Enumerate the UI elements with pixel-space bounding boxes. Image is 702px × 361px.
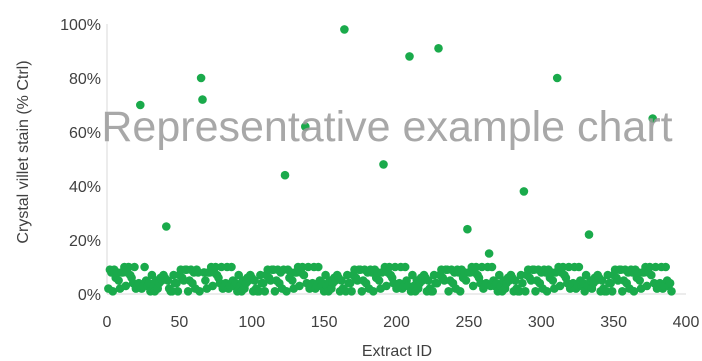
data-point [444,287,453,296]
data-points [104,25,676,296]
plot-axes [106,24,686,295]
data-point [250,276,259,285]
data-point [172,278,181,288]
data-point [195,287,204,296]
data-point [519,187,529,196]
data-point [374,276,384,285]
data-point [597,276,607,285]
data-point [260,287,270,296]
data-point [484,249,494,258]
x-tick-label: 250 [456,314,483,331]
x-tick-label: 300 [528,314,555,331]
x-tick-label: 50 [170,314,188,331]
data-point [108,287,118,296]
data-point [288,276,297,285]
y-axis-title: Crystal villet stain (% Ctrl) [15,60,32,243]
data-point [227,262,236,272]
data-point [196,73,206,83]
data-point [382,281,391,291]
y-tick-labels: 0% 20% 40% 60% 80% 100% [60,17,101,304]
data-point [647,270,656,280]
data-point [162,222,171,231]
data-point [548,276,558,285]
data-point [455,287,465,296]
data-point [259,278,268,288]
data-point [521,287,530,296]
data-point [299,270,309,280]
y-tick-label: 0% [78,287,101,304]
data-point [555,281,565,291]
data-point [606,278,615,288]
data-point [400,262,410,272]
data-point [552,73,562,83]
data-point [198,95,207,104]
watermark-text: Representative example chart [101,103,672,151]
data-point [280,170,290,180]
data-point [463,224,472,234]
data-point [345,278,355,288]
y-tick-label: 100% [60,17,101,34]
data-point [667,287,676,296]
data-point [607,287,617,296]
data-point [121,281,131,291]
data-point [340,25,349,34]
y-tick-label: 40% [69,179,101,196]
data-point [510,276,520,285]
data-point [337,276,346,285]
data-point [163,276,173,285]
data-point [461,276,471,285]
data-point [574,262,584,272]
data-point [295,281,304,291]
data-point [629,287,639,296]
data-point [208,281,217,291]
data-point [642,281,652,291]
x-tick-label: 150 [311,314,338,331]
data-point [434,44,443,53]
data-point [183,287,193,296]
x-tick-label: 400 [673,314,700,331]
data-point [584,230,594,239]
data-point [282,287,291,296]
data-point [635,276,644,285]
x-tick-labels: 0 50 100 150 200 250 300 350 400 [103,314,700,331]
data-point [424,276,433,285]
data-point [531,287,540,296]
data-point [432,278,442,288]
data-point [648,114,657,123]
data-point [618,287,627,296]
x-tick-label: 200 [383,314,410,331]
x-axis-title: Extract ID [362,343,432,360]
data-point [379,160,388,169]
y-tick-label: 20% [69,233,101,250]
data-point [518,278,527,288]
x-tick-label: 0 [103,314,112,331]
data-point [542,287,552,296]
y-tick-label: 80% [69,71,101,88]
data-point [314,262,323,272]
data-point [468,281,478,291]
data-point [487,262,497,272]
data-point [405,52,414,61]
data-point [114,276,123,285]
data-point [369,287,378,296]
data-point [665,278,675,288]
data-point [661,262,670,272]
data-point [270,287,280,296]
data-point [347,287,356,296]
data-point [301,122,310,131]
data-point [173,287,183,296]
data-point [428,287,438,296]
data-point [357,287,367,296]
x-tick-label: 350 [600,314,627,331]
data-point [136,100,145,110]
y-tick-label: 60% [69,125,101,142]
data-point [201,276,210,285]
x-tick-label: 100 [238,314,265,331]
data-point [140,262,149,272]
data-point [130,262,139,272]
